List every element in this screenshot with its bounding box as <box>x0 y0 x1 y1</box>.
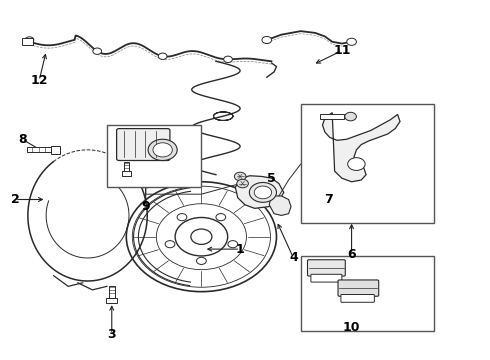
Text: 10: 10 <box>343 321 360 334</box>
Circle shape <box>223 56 232 63</box>
Bar <box>22 38 33 45</box>
Bar <box>27 147 51 152</box>
FancyBboxPatch shape <box>106 297 117 303</box>
Text: 8: 8 <box>18 133 26 146</box>
Circle shape <box>262 36 271 44</box>
Text: 3: 3 <box>107 328 116 341</box>
Circle shape <box>234 172 246 181</box>
Circle shape <box>158 53 167 59</box>
Bar <box>320 114 344 119</box>
Circle shape <box>216 213 226 221</box>
Text: 6: 6 <box>347 248 356 261</box>
FancyBboxPatch shape <box>338 280 379 296</box>
Polygon shape <box>269 194 291 215</box>
Circle shape <box>148 139 177 161</box>
FancyBboxPatch shape <box>308 260 345 276</box>
Bar <box>123 162 129 171</box>
Bar <box>109 285 115 297</box>
Text: 9: 9 <box>142 200 150 213</box>
Polygon shape <box>235 176 284 208</box>
Circle shape <box>93 48 101 54</box>
Text: 11: 11 <box>333 44 351 57</box>
Text: 12: 12 <box>30 74 48 87</box>
FancyBboxPatch shape <box>341 294 374 302</box>
Circle shape <box>25 37 34 43</box>
Bar <box>107 125 201 187</box>
FancyBboxPatch shape <box>122 171 131 176</box>
Circle shape <box>345 112 356 121</box>
Circle shape <box>153 143 172 157</box>
Circle shape <box>228 240 238 248</box>
Text: 5: 5 <box>267 172 276 185</box>
Bar <box>301 104 434 222</box>
Circle shape <box>347 38 356 45</box>
Text: 4: 4 <box>289 252 298 265</box>
Circle shape <box>254 186 271 199</box>
Circle shape <box>237 179 248 188</box>
FancyBboxPatch shape <box>117 129 170 161</box>
Polygon shape <box>322 113 400 182</box>
Circle shape <box>177 213 187 221</box>
Circle shape <box>191 229 212 244</box>
Circle shape <box>249 183 276 202</box>
Bar <box>51 145 60 154</box>
Text: 1: 1 <box>236 243 245 256</box>
Bar <box>301 256 434 330</box>
Text: 7: 7 <box>324 193 333 206</box>
Circle shape <box>348 158 365 170</box>
Text: 2: 2 <box>10 193 19 206</box>
Circle shape <box>196 257 206 265</box>
Circle shape <box>165 240 175 248</box>
FancyBboxPatch shape <box>311 274 342 282</box>
